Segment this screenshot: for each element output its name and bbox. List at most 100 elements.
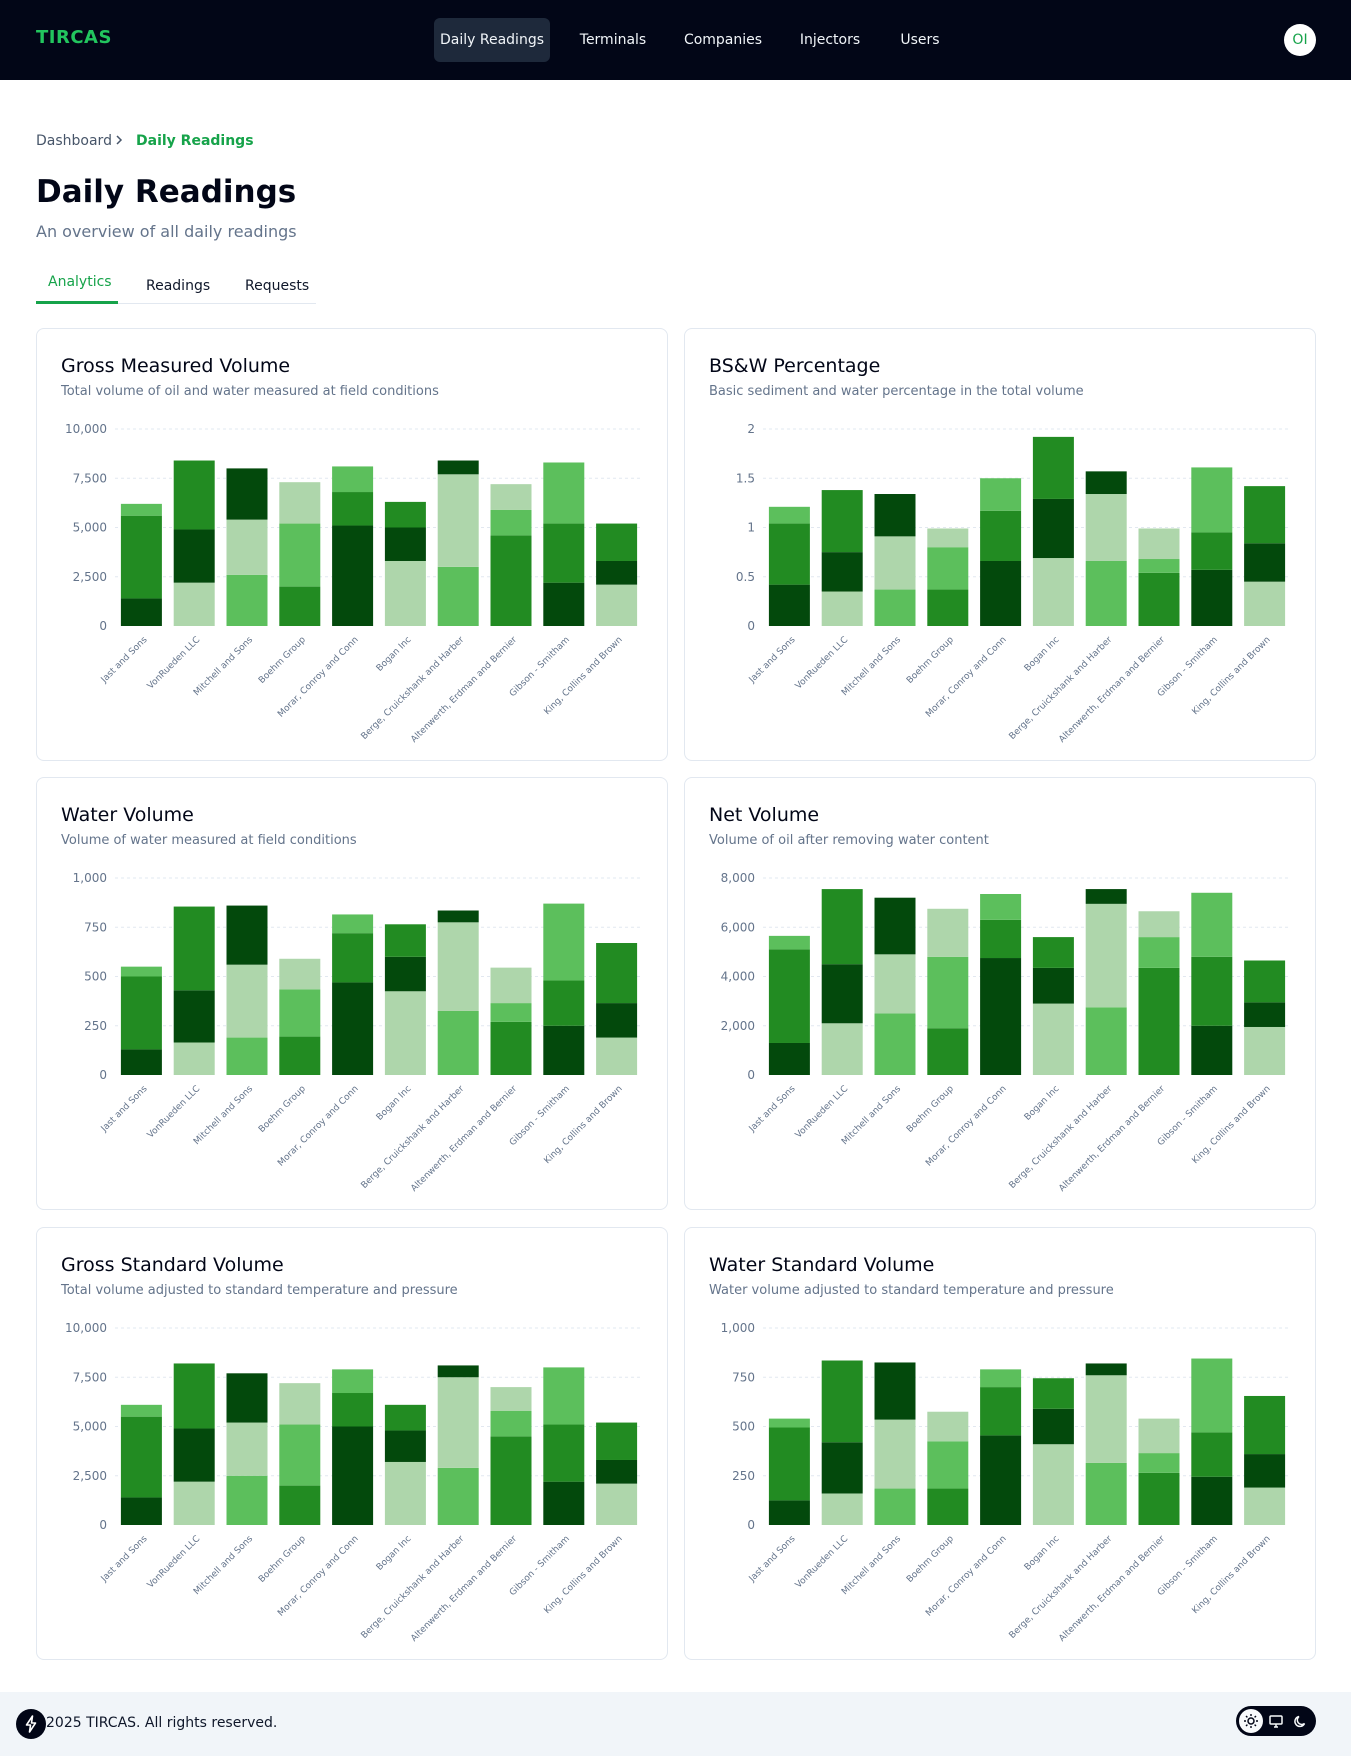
- bar-segment: [1191, 892, 1233, 957]
- active-tab-indicator: [36, 301, 118, 304]
- card-description: Volume of water measured at field condit…: [61, 833, 357, 848]
- bar-segment: [1191, 956, 1233, 1026]
- nav-injectors[interactable]: Injectors: [799, 32, 861, 48]
- bar-segment: [1032, 1378, 1074, 1409]
- nav-terminals[interactable]: Terminals: [579, 32, 647, 48]
- bar-segment: [173, 1428, 215, 1482]
- bar-segment: [437, 566, 479, 626]
- bar-segment: [596, 1003, 638, 1038]
- x-tick-label: Jast and Sons: [99, 1084, 150, 1135]
- y-tick-label: 10,000: [65, 1321, 107, 1335]
- bar-segment: [543, 1424, 585, 1482]
- monitor-icon[interactable]: [1264, 1709, 1288, 1733]
- bar-segment: [226, 1373, 268, 1423]
- y-tick-label: 6,000: [721, 920, 755, 934]
- nav-companies[interactable]: Companies: [683, 32, 763, 48]
- bar-segment: [173, 529, 215, 583]
- bar-segment: [1244, 543, 1286, 582]
- page-title: Daily Readings: [36, 174, 297, 210]
- y-tick-label: 750: [84, 920, 107, 934]
- y-tick-label: 250: [84, 1019, 107, 1033]
- x-tick-label: Berge, Cruickshank and Harber: [360, 1534, 467, 1641]
- x-tick-label: Jast and Sons: [99, 1534, 150, 1585]
- nav-daily-readings[interactable]: Daily Readings: [434, 18, 550, 62]
- bar-segment: [768, 1042, 810, 1075]
- bar-segment: [1085, 1007, 1127, 1075]
- bar-segment: [332, 1426, 374, 1525]
- tab-requests[interactable]: Requests: [245, 278, 310, 294]
- bar-segment: [332, 982, 374, 1075]
- x-tick-label: Jast and Sons: [99, 635, 150, 686]
- bar-segment: [384, 1461, 426, 1525]
- x-tick-label: Boehm Group: [257, 635, 308, 686]
- bar-segment: [1244, 486, 1286, 544]
- bar-segment: [279, 989, 321, 1037]
- bar-segment: [490, 535, 532, 626]
- bar-segment: [874, 897, 916, 955]
- x-tick-label: Bogan Inc: [1023, 1084, 1062, 1123]
- bar-segment: [980, 958, 1022, 1075]
- bar-segment: [437, 460, 479, 475]
- bar-segment: [120, 598, 162, 626]
- nav-users[interactable]: Users: [900, 32, 940, 48]
- x-tick-label: Berge, Cruickshank and Harber: [360, 635, 467, 742]
- bar-segment: [120, 1049, 162, 1075]
- bar-segment: [874, 1362, 916, 1420]
- bar-segment: [874, 1488, 916, 1525]
- y-tick-label: 1.5: [736, 471, 755, 485]
- breadcrumb-root[interactable]: Dashboard: [36, 133, 112, 149]
- x-tick-label: VonRueden LLC: [146, 1084, 202, 1140]
- x-tick-label: Mitchell and Sons: [192, 1534, 255, 1597]
- x-tick-label: Altenwerth, Erdman and Bernier: [1057, 635, 1167, 745]
- y-tick-label: 0: [99, 1068, 107, 1082]
- bolt-icon[interactable]: [16, 1709, 46, 1739]
- page-subtitle: An overview of all daily readings: [36, 222, 297, 241]
- bar-segment: [1085, 903, 1127, 1008]
- x-tick-label: Bogan Inc: [375, 1084, 414, 1123]
- bar-segment: [1085, 560, 1127, 626]
- y-tick-label: 250: [732, 1469, 755, 1483]
- bar-segment: [927, 547, 969, 590]
- bar-segment: [1138, 528, 1180, 560]
- tab-analytics[interactable]: Analytics: [48, 274, 112, 290]
- y-tick-label: 1,000: [73, 871, 107, 885]
- bar-segment: [490, 509, 532, 536]
- footer: 2025 TIRCAS. All rights reserved.: [0, 1692, 1351, 1756]
- card-title: Net Volume: [709, 804, 820, 826]
- bar-segment: [927, 1411, 969, 1442]
- bar-segment: [437, 910, 479, 923]
- x-tick-label: VonRueden LLC: [794, 635, 850, 691]
- y-tick-label: 750: [732, 1370, 755, 1384]
- x-tick-label: Jast and Sons: [747, 1084, 798, 1135]
- bar-segment: [384, 1404, 426, 1431]
- gross-measured-volume-chart: 0 2,500 5,000 7,500 10,000 Jast and SonsVonRu…: [65, 422, 643, 745]
- bar-segment: [821, 1442, 863, 1494]
- bar-segment: [120, 1497, 162, 1525]
- bar-segment: [1032, 1408, 1074, 1445]
- tab-readings[interactable]: Readings: [146, 278, 211, 294]
- bar-segment: [1032, 937, 1074, 968]
- user-avatar[interactable]: OI: [1284, 24, 1316, 56]
- bar-segment: [874, 494, 916, 537]
- bar-segment: [1244, 1395, 1286, 1455]
- bar-segment: [1032, 558, 1074, 626]
- moon-icon[interactable]: [1289, 1709, 1313, 1733]
- bar-segment: [543, 582, 585, 626]
- y-tick-label: 0: [747, 1068, 755, 1082]
- x-tick-label: VonRueden LLC: [794, 1534, 850, 1590]
- sun-icon[interactable]: [1239, 1709, 1263, 1733]
- x-tick-label: Boehm Group: [257, 1534, 308, 1585]
- bar-segment: [980, 560, 1022, 626]
- bar-segment: [874, 1419, 916, 1489]
- bar-segment: [768, 1418, 810, 1428]
- brand-logo[interactable]: TIRCAS: [36, 27, 112, 48]
- net-volume-chart: 0 2,000 4,000 6,000 8,000 Jast and SonsVonRue…: [721, 871, 1291, 1194]
- bar-segment: [384, 560, 426, 626]
- y-tick-label: 0: [99, 619, 107, 633]
- x-tick-label: Jast and Sons: [747, 635, 798, 686]
- card-title: BS&W Percentage: [709, 355, 881, 377]
- bar-segment: [821, 1493, 863, 1525]
- tab-bar: Analytics Readings Requests: [36, 270, 316, 304]
- bar-segment: [596, 560, 638, 585]
